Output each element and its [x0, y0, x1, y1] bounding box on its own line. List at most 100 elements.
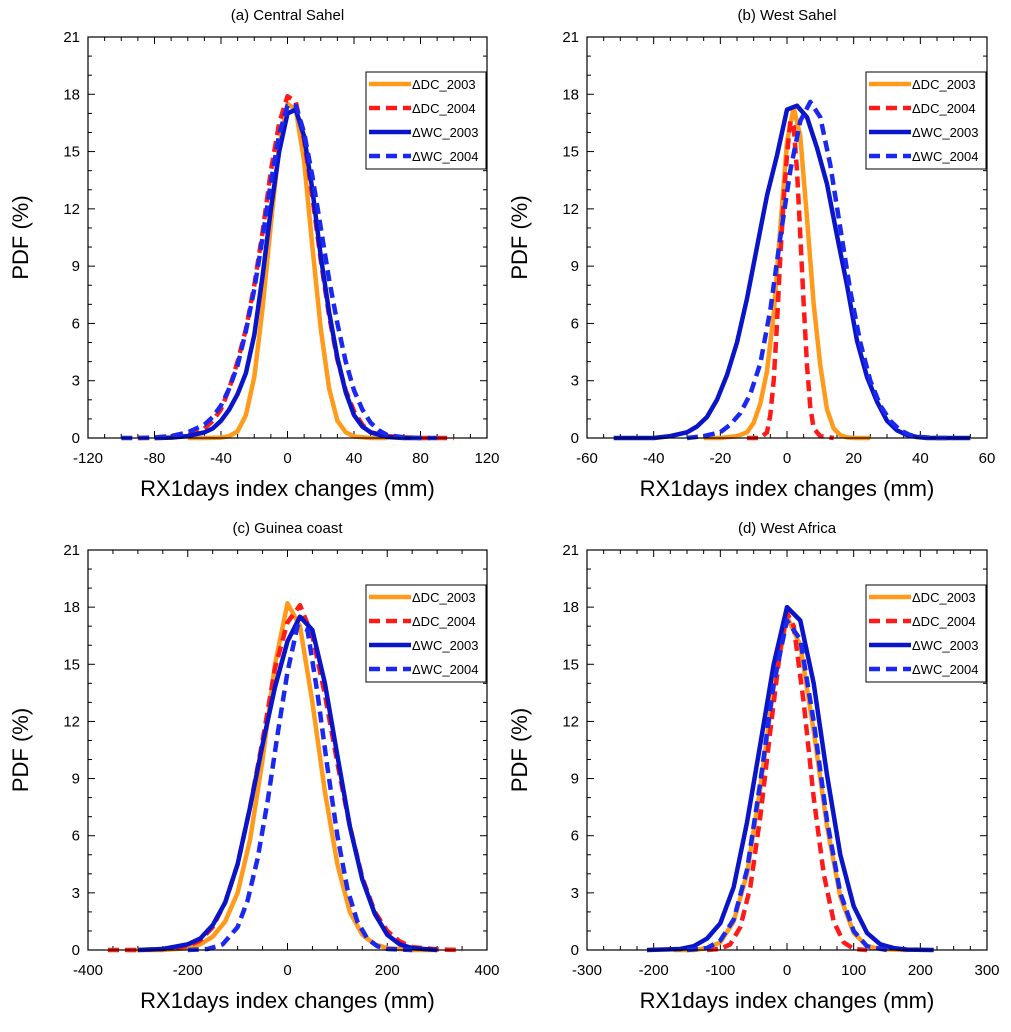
series-line-1 [127, 601, 438, 953]
x-tick-label: 0 [283, 962, 291, 979]
y-tick-label: 6 [571, 315, 579, 332]
chart-panel-3: (c) Guinea coast -400 -200 0 200 400 0 3 6 9 12 15 1… [8, 520, 500, 1013]
panel-title: (a) Central Sahel [231, 7, 344, 24]
y-tick-label: 21 [63, 29, 80, 46]
y-tick-label: 21 [562, 542, 579, 559]
x-tick-label: 0 [783, 962, 791, 979]
legend-label: ΔWC_2004 [912, 662, 979, 677]
legend-label: ΔWC_2004 [912, 149, 979, 164]
y-tick-label: 9 [72, 771, 80, 788]
x-tick-label: -300 [572, 962, 602, 979]
series-line-4 [121, 103, 438, 441]
x-tick-label: -20 [709, 450, 731, 467]
legend-label: ΔWC_2003 [412, 638, 479, 653]
legend-box [865, 71, 987, 170]
y-tick-label: 12 [562, 713, 579, 730]
plot-frame [87, 36, 488, 439]
y-tick-label: 18 [562, 86, 579, 103]
chart-panel-1: (a) Central Sahel -120 -80 -40 0 40 80 120 0 3 6 9 1… [8, 7, 500, 501]
legend-label: ΔDC_2004 [912, 101, 976, 116]
x-tick-label: 0 [283, 450, 291, 467]
y-axis-label: PDF (%) [507, 708, 532, 792]
legend-label: ΔDC_2003 [912, 77, 976, 92]
x-tick-label: -40 [210, 450, 232, 467]
legend-label: ΔDC_2004 [412, 101, 476, 116]
x-tick-label: -200 [639, 962, 669, 979]
y-tick-label: 6 [72, 315, 80, 332]
x-tick-label: -400 [73, 962, 103, 979]
y-tick-label: 3 [72, 885, 80, 902]
legend: ΔDC_2003 ΔDC_2004 ΔWC_2003 ΔWC_2004 [865, 584, 987, 683]
y-tick-label: 15 [562, 144, 579, 161]
legend-label: ΔWC_2004 [412, 662, 479, 677]
series-line-3 [613, 103, 971, 441]
y-tick-label: 12 [63, 201, 80, 218]
plot-frame [586, 36, 988, 439]
panel-title: (c) Guinea coast [232, 520, 343, 537]
legend: ΔDC_2003 ΔDC_2004 ΔWC_2003 ΔWC_2004 [365, 71, 487, 170]
legend-label: ΔDC_2004 [412, 614, 476, 629]
x-tick-label: 0 [783, 450, 791, 467]
legend-label: ΔWC_2003 [412, 125, 479, 140]
legend-box [865, 584, 987, 683]
y-tick-label: 3 [571, 885, 579, 902]
x-tick-label: 80 [412, 450, 429, 467]
series-line-1 [187, 101, 388, 441]
x-tick-label: -120 [73, 450, 103, 467]
y-tick-label: 18 [63, 86, 80, 103]
y-tick-label: 6 [571, 828, 579, 845]
y-axis-label: PDF (%) [8, 708, 33, 792]
chart-panel-4: (d) West Africa -300 -200 -100 0 100 200 300 0 3 6… [507, 520, 1000, 1013]
x-axis-label: RX1days index changes (mm) [140, 476, 435, 501]
y-tick-label: 15 [63, 144, 80, 161]
y-tick-label: 3 [571, 373, 579, 390]
series-line-3 [137, 614, 438, 953]
chart-panel-2: (b) West Sahel -60 -40 -20 0 20 40 60 0 3 6 9 12 15 18… [507, 7, 995, 501]
legend-label: ΔWC_2004 [412, 149, 479, 164]
x-axis-label: RX1days index changes (mm) [140, 988, 435, 1013]
y-tick-label: 18 [562, 599, 579, 616]
series-line-4 [686, 99, 954, 441]
x-tick-label: -80 [144, 450, 166, 467]
legend-box [365, 584, 487, 683]
series-line-2 [747, 118, 835, 441]
x-axis-label: RX1days index changes (mm) [640, 988, 935, 1013]
y-tick-label: 0 [571, 430, 579, 447]
y-tick-label: 0 [72, 942, 80, 959]
y-tick-label: 18 [63, 599, 80, 616]
y-tick-label: 3 [72, 373, 80, 390]
panel-title: (d) West Africa [738, 520, 837, 537]
legend-label: ΔWC_2003 [912, 638, 979, 653]
y-tick-label: 12 [63, 713, 80, 730]
series-line-3 [646, 604, 934, 953]
y-tick-label: 21 [562, 29, 579, 46]
y-tick-label: 9 [571, 258, 579, 275]
x-tick-label: 300 [974, 962, 999, 979]
y-tick-label: 6 [72, 828, 80, 845]
x-tick-label: -40 [643, 450, 665, 467]
y-tick-label: 0 [571, 942, 579, 959]
series-line-4 [686, 618, 888, 953]
x-tick-label: 40 [346, 450, 363, 467]
legend: ΔDC_2003 ΔDC_2004 ΔWC_2003 ΔWC_2004 [365, 584, 487, 683]
x-axis-label: RX1days index changes (mm) [640, 476, 935, 501]
y-tick-label: 21 [63, 542, 80, 559]
y-tick-label: 9 [72, 258, 80, 275]
plot-frame [586, 549, 988, 951]
x-tick-label: -200 [173, 962, 203, 979]
legend-box [365, 71, 487, 170]
y-tick-label: 9 [571, 771, 579, 788]
panel-title: (b) West Sahel [738, 7, 837, 24]
legend-label: ΔDC_2004 [912, 614, 976, 629]
x-tick-label: 20 [845, 450, 862, 467]
x-tick-label: -100 [705, 962, 735, 979]
legend-label: ΔDC_2003 [912, 590, 976, 605]
legend-label: ΔWC_2003 [912, 125, 979, 140]
y-axis-label: PDF (%) [507, 195, 532, 279]
y-tick-label: 15 [562, 656, 579, 673]
x-tick-label: 60 [979, 450, 996, 467]
plot-frame [87, 549, 488, 951]
y-axis-label: PDF (%) [8, 195, 33, 279]
legend-label: ΔDC_2003 [412, 590, 476, 605]
